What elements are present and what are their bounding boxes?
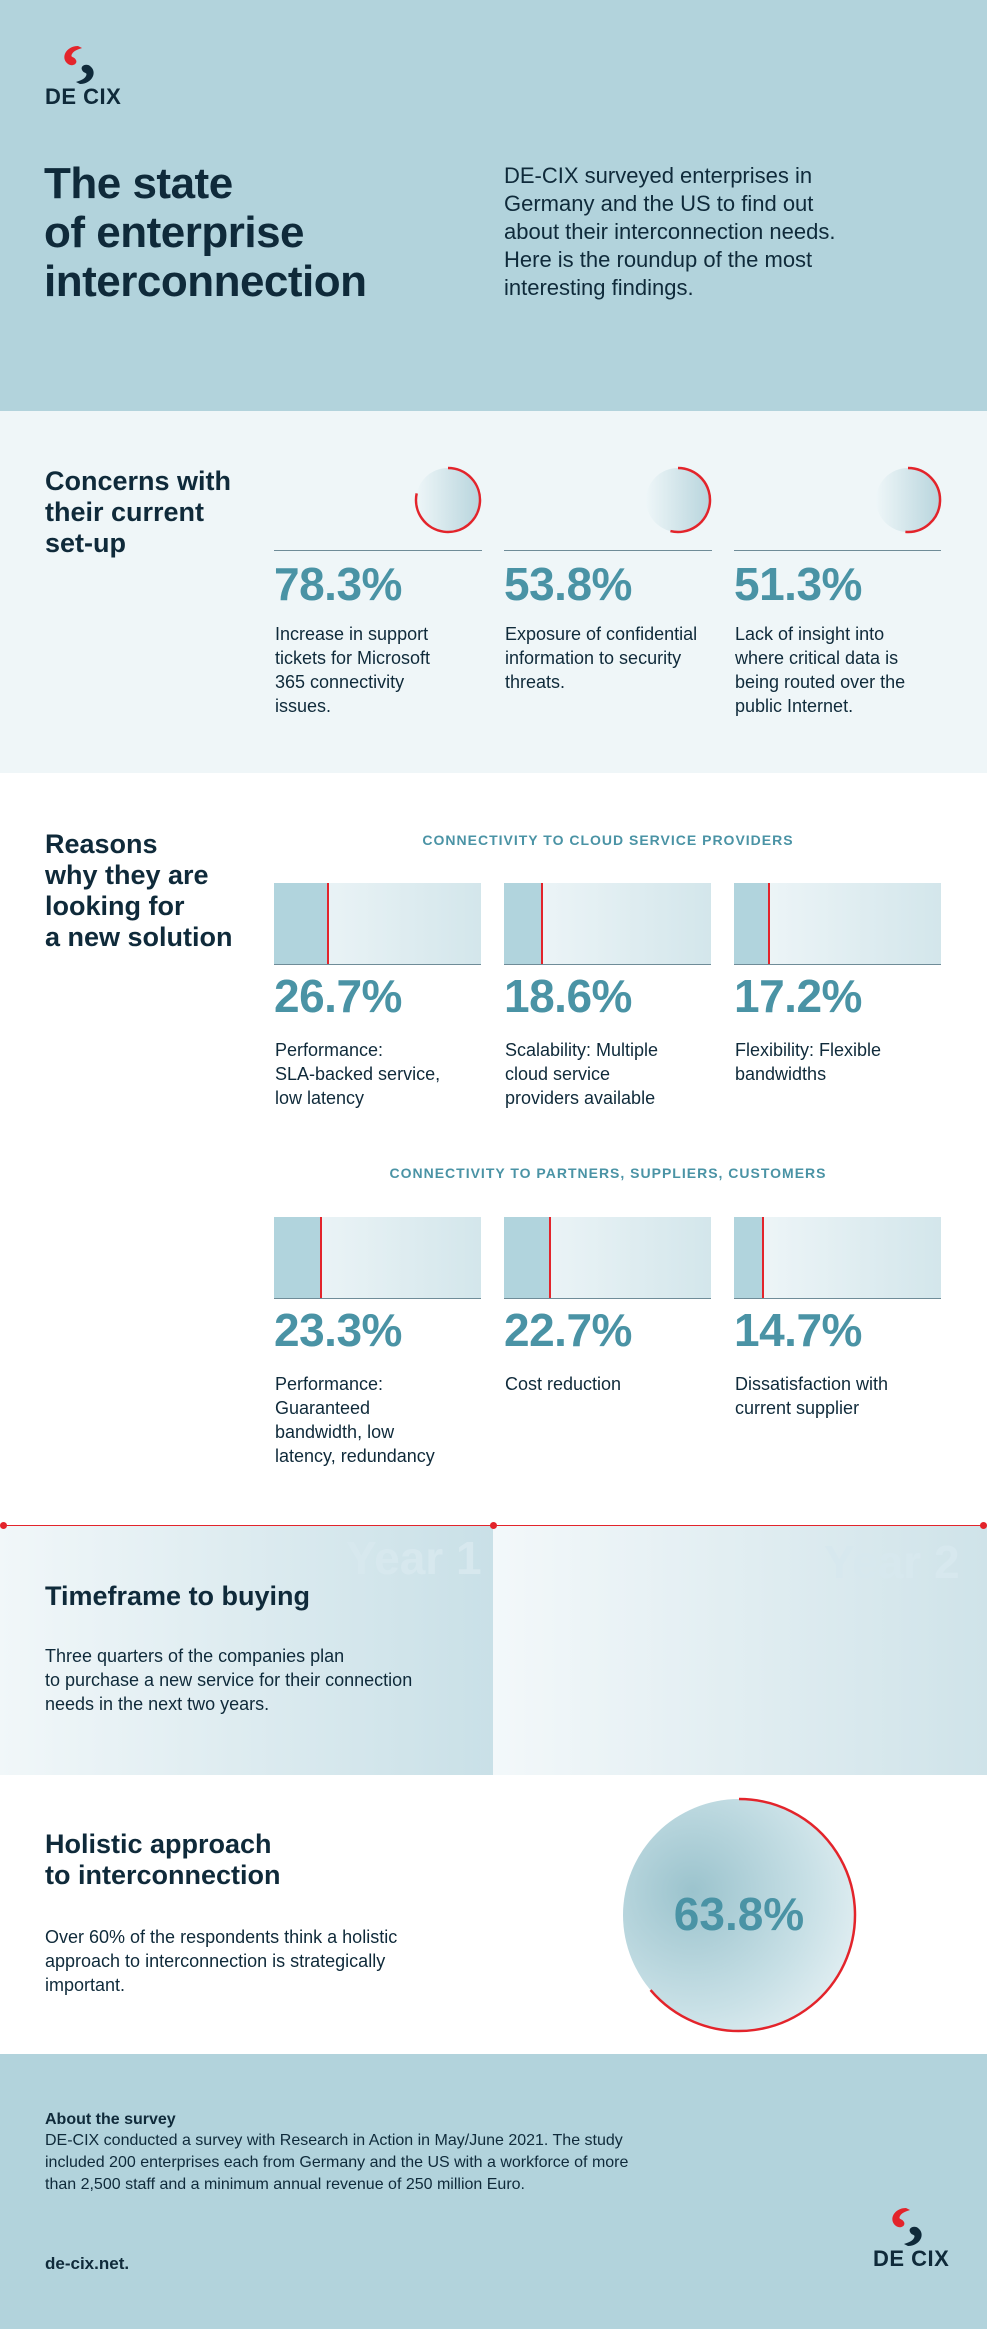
year1-panel (0, 1525, 493, 1775)
concern-value-2: 53.8% (504, 558, 632, 610)
reason-bar-4 (274, 1217, 481, 1299)
reason-desc-4: Performance: Guaranteed bandwidth, low l… (275, 1374, 435, 1466)
concerns-title: Concerns with their current set-up (45, 466, 232, 558)
concern-desc-1: Increase in support tickets for Microsof… (275, 624, 431, 716)
bar-fill (504, 883, 543, 964)
group-heading-partners: CONNECTIVITY TO PARTNERS, SUPPLIERS, CUS… (389, 1165, 827, 1181)
intro-text: DE-CIX surveyed enterprises in Germany a… (504, 163, 836, 300)
holistic-donut: 63.8% (623, 1797, 857, 2033)
website-link[interactable]: de-cix.net. (45, 2254, 130, 2273)
about-title: About the survey (45, 2111, 176, 2128)
footer-section: About the survey DE-CIX conducted a surv… (0, 2054, 987, 2329)
bar-fill (734, 883, 770, 964)
reason-value-6: 14.7% (734, 1304, 862, 1356)
holistic-title: Holistic approach to interconnection (45, 1829, 281, 1890)
timeline-dot (490, 1522, 497, 1529)
page-title: The state of enterprise interconnection (44, 159, 367, 306)
reason-desc-2: Scalability: Multiple cloud service prov… (505, 1040, 659, 1108)
year1-label: Year 1 (346, 1532, 482, 1584)
reason-value-5: 22.7% (504, 1304, 632, 1356)
decix-logo-icon (892, 2208, 922, 2246)
concern-desc-2: Exposure of confidential information to … (505, 624, 698, 692)
timeframe-section: Year 1 Year 2 Timeframe to buying Three … (0, 1522, 987, 1775)
divider (274, 550, 482, 551)
reason-desc-3: Flexibility: Flexible bandwidths (735, 1040, 882, 1084)
holistic-text: Over 60% of the respondents think a holi… (45, 1927, 398, 1995)
group-heading-cloud: CONNECTIVITY TO CLOUD SERVICE PROVIDERS (422, 832, 794, 848)
timeline-dot (980, 1522, 987, 1529)
reason-bar-5 (504, 1217, 711, 1299)
reason-desc-6: Dissatisfaction with current supplier (735, 1374, 889, 1418)
reasons-section: Reasons why they are looking for a new s… (0, 773, 987, 1525)
header-section: DE CIX The state of enterprise interconn… (0, 0, 987, 411)
concern-value-3: 51.3% (734, 558, 862, 610)
reason-bar-2 (504, 883, 711, 965)
reason-value-3: 17.2% (734, 970, 862, 1022)
reason-desc-1: Performance: SLA-backed service, low lat… (275, 1040, 441, 1108)
timeframe-text: Three quarters of the companies plan to … (45, 1646, 413, 1714)
decix-logo-icon (64, 46, 94, 84)
bar-fill (734, 1217, 765, 1298)
concern-donut-1 (414, 466, 482, 534)
footer-logo-text: DE CIX (873, 2246, 950, 2271)
year2-panel (493, 1525, 987, 1775)
holistic-value: 63.8% (673, 1888, 805, 1940)
reason-value-4: 23.3% (274, 1304, 402, 1356)
reason-desc-5: Cost reduction (505, 1374, 622, 1394)
reason-bar-6 (734, 1217, 941, 1299)
bar-fill (274, 1217, 323, 1298)
about-text: DE-CIX conducted a survey with Research … (45, 2132, 629, 2193)
timeframe-title: Timeframe to buying (45, 1581, 311, 1611)
concern-donut-2 (646, 466, 712, 534)
reason-bar-3 (734, 883, 941, 965)
divider (734, 550, 941, 551)
bar-fill (274, 883, 330, 964)
holistic-arc (649, 1797, 857, 2033)
reason-value-1: 26.7% (274, 970, 402, 1022)
concern-value-1: 78.3% (274, 558, 402, 610)
bar-fill (504, 1217, 551, 1298)
logo-text: DE CIX (45, 84, 122, 109)
reason-bar-1 (274, 883, 481, 965)
reason-value-2: 18.6% (504, 970, 632, 1022)
reasons-title: Reasons why they are looking for a new s… (45, 829, 233, 952)
concern-donut-3 (876, 466, 942, 534)
concerns-section: Concerns with their current set-up 78.3%… (0, 411, 987, 773)
concern-desc-3: Lack of insight into where critical data… (735, 624, 906, 716)
divider (504, 550, 712, 551)
holistic-section: Holistic approach to interconnection Ove… (0, 1775, 987, 2054)
year2-label: Year 2 (824, 1536, 960, 1588)
timeline-dot (0, 1522, 7, 1529)
